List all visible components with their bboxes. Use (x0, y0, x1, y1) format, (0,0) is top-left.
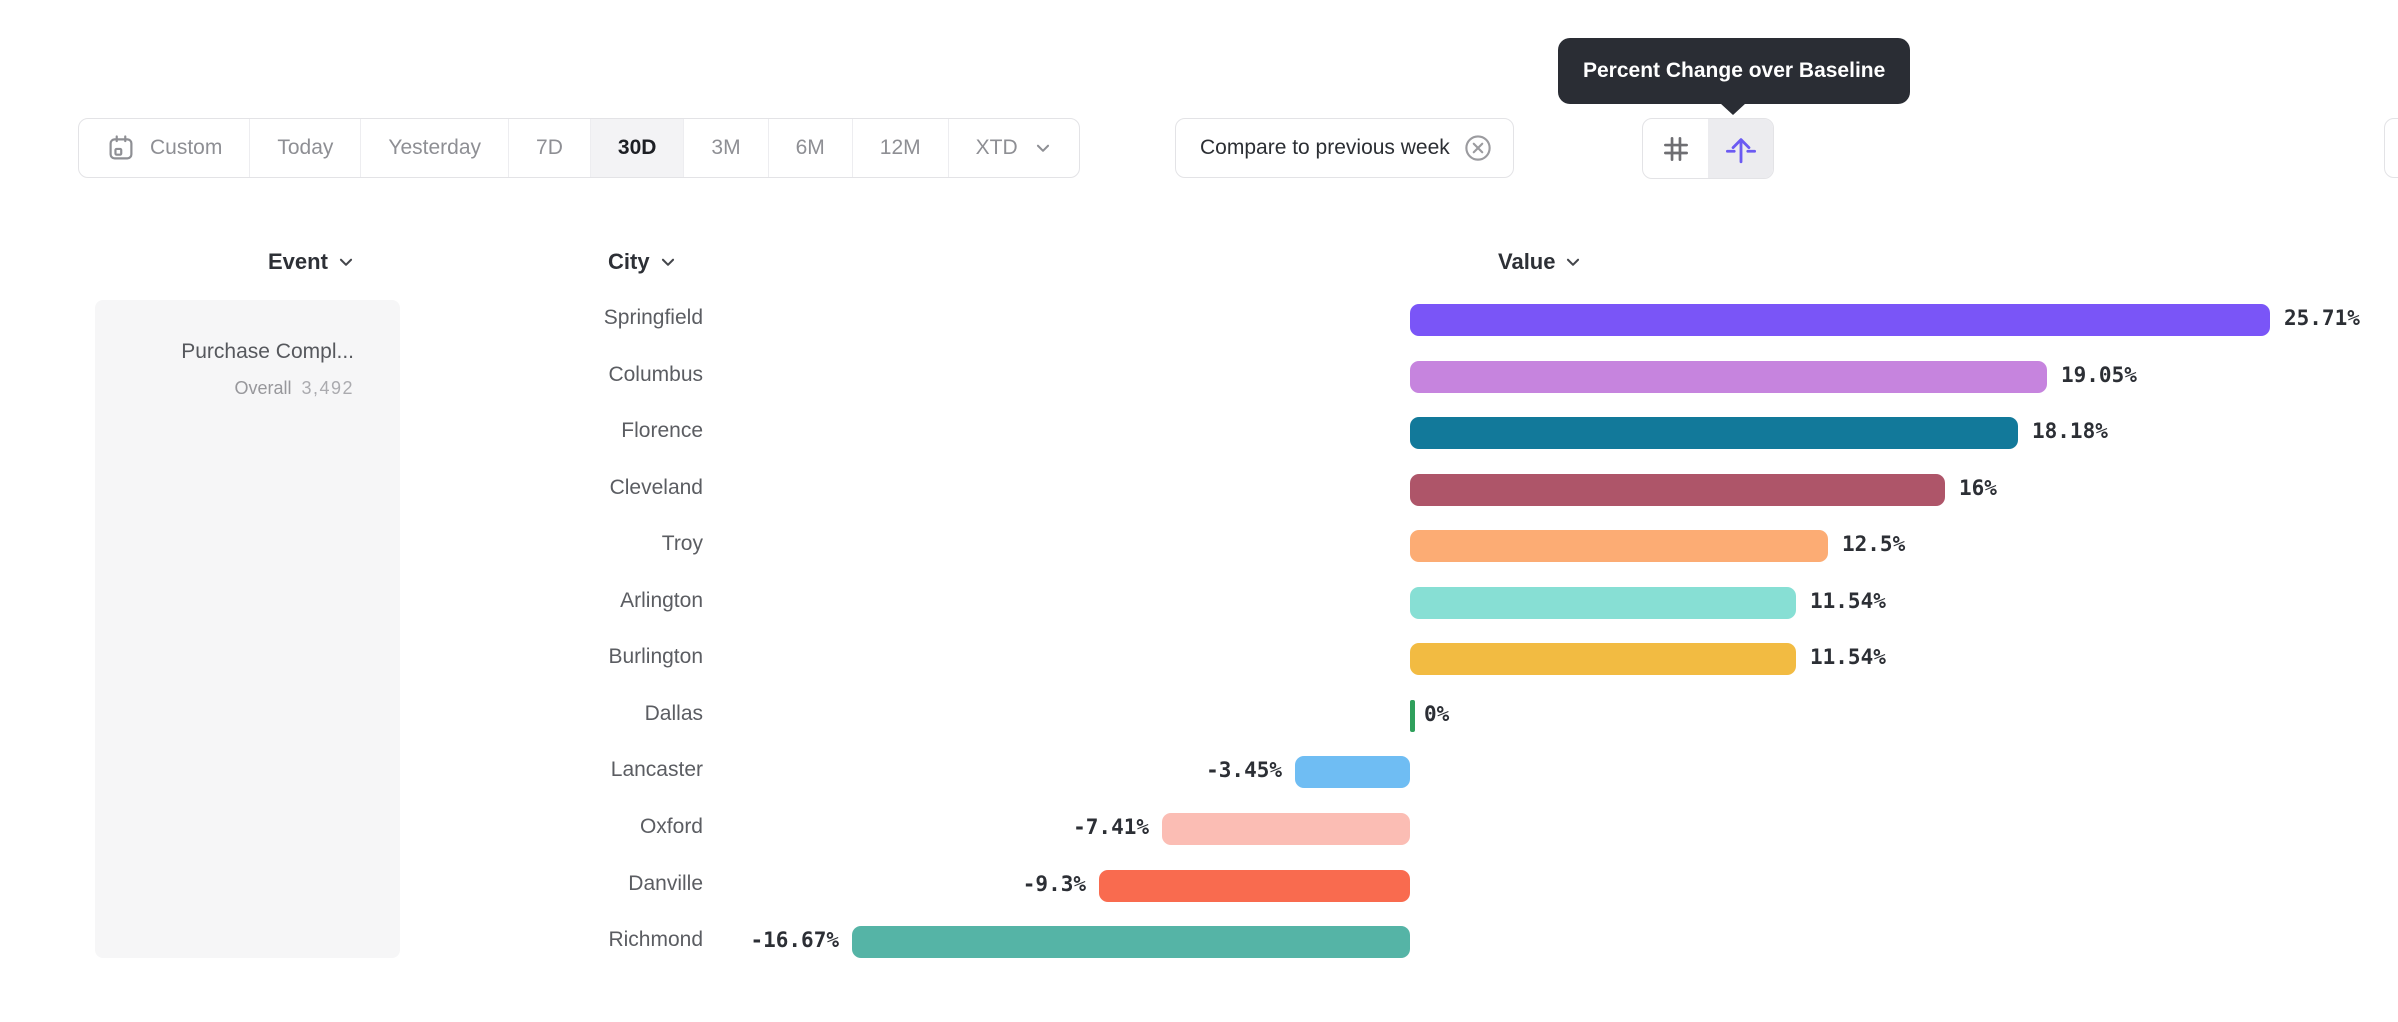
value-label-dallas: 0% (1424, 702, 1450, 726)
grid-view-button[interactable] (1643, 119, 1708, 178)
city-label-cleveland: Cleveland (609, 476, 703, 499)
city-label-troy: Troy (661, 532, 703, 555)
city-label-lancaster: Lancaster (610, 758, 703, 781)
value-label-cleveland: 16% (1959, 476, 1997, 500)
value-label-danville: -9.3% (1022, 872, 1086, 896)
bar-lancaster[interactable] (1295, 756, 1410, 788)
date-range-6m[interactable]: 6M (767, 119, 852, 177)
compare-label: Compare to previous week (1200, 136, 1450, 159)
event-column-header[interactable]: Event (268, 249, 355, 275)
city-column-label: City (608, 249, 650, 274)
date-range-label: Custom (150, 136, 223, 159)
tooltip-text: Percent Change over Baseline (1583, 59, 1886, 82)
chevron-down-icon (1567, 258, 1580, 266)
chevron-down-icon (1036, 144, 1049, 152)
date-range-3m[interactable]: 3M (683, 119, 767, 177)
date-range-label: 30D (617, 136, 657, 159)
value-label-springfield: 25.71% (2284, 306, 2360, 330)
value-column-header[interactable]: Value (1498, 249, 1582, 275)
grid-icon (1663, 136, 1688, 161)
date-range-12m[interactable]: 12M (851, 119, 948, 177)
city-label-oxford: Oxford (639, 815, 703, 838)
bar-cleveland[interactable] (1410, 474, 1945, 506)
city-label-danville: Danville (628, 872, 703, 895)
value-label-columbus: 19.05% (2061, 363, 2137, 387)
date-range-label: 3M (711, 136, 741, 159)
city-column-header[interactable]: City (608, 249, 677, 275)
date-range-7d[interactable]: 7D (508, 119, 590, 177)
date-range-label: 12M (879, 136, 921, 159)
city-label-burlington: Burlington (608, 645, 703, 668)
event-overall: Overall 3,492 (95, 378, 354, 399)
calendar-icon (109, 135, 133, 160)
bar-burlington[interactable] (1410, 643, 1796, 675)
bar-danville[interactable] (1099, 870, 1410, 902)
baseline-arrow-icon (1725, 137, 1756, 163)
value-label-troy: 12.5% (1842, 532, 1906, 556)
date-range-label: XTD (975, 136, 1018, 159)
bar-columbus[interactable] (1410, 361, 2047, 393)
city-label-richmond: Richmond (608, 928, 703, 951)
bar-troy[interactable] (1410, 530, 1828, 562)
bar-florence[interactable] (1410, 417, 2018, 449)
overall-label: Overall (234, 378, 292, 398)
date-range-today[interactable]: Today (249, 119, 360, 177)
bar-richmond[interactable] (852, 926, 1410, 958)
view-toggle-group (1642, 118, 1774, 179)
chevron-down-icon (661, 258, 674, 266)
chevron-down-icon (339, 258, 352, 266)
value-label-florence: 18.18% (2032, 419, 2108, 443)
compare-button[interactable]: Compare to previous week (1175, 118, 1514, 178)
value-label-richmond: -16.67% (750, 928, 839, 952)
date-range-label: Today (277, 136, 334, 159)
city-label-arlington: Arlington (620, 589, 703, 612)
date-range-label: Yesterday (388, 136, 482, 159)
value-label-lancaster: -3.45% (1206, 758, 1282, 782)
value-column-label: Value (1498, 249, 1556, 274)
event-title: Purchase Compl... (181, 340, 354, 363)
date-range-30d[interactable]: 30D (589, 119, 684, 177)
value-label-oxford: -7.41% (1073, 815, 1149, 839)
city-label-springfield: Springfield (603, 306, 703, 329)
bar-arlington[interactable] (1410, 587, 1796, 619)
date-range-group: Custom Today Yesterday 7D 30D 3M 6M 12M XTD (78, 118, 1080, 178)
value-label-burlington: 11.54% (1810, 645, 1886, 669)
event-column-label: Event (268, 249, 328, 274)
baseline-view-button[interactable] (1708, 119, 1773, 178)
value-label-arlington: 11.54% (1810, 589, 1886, 613)
bar-dallas[interactable] (1410, 700, 1415, 732)
date-range-xtd[interactable]: XTD (947, 119, 1079, 177)
bar-springfield[interactable] (1410, 304, 2270, 336)
tooltip-caret-icon (1720, 103, 1746, 115)
date-range-label: 7D (536, 136, 563, 159)
city-label-columbus: Columbus (608, 363, 703, 386)
city-label-dallas: Dallas (644, 702, 703, 725)
remove-compare-icon[interactable] (1463, 133, 1493, 163)
date-range-custom[interactable]: Custom (79, 119, 249, 177)
event-card[interactable]: Purchase Compl... Overall 3,492 (95, 300, 400, 958)
tooltip: Percent Change over Baseline (1558, 38, 1911, 115)
edge-partial-button[interactable] (2384, 118, 2398, 178)
overall-value: 3,492 (301, 378, 354, 398)
date-range-label: 6M (795, 136, 825, 159)
date-range-yesterday[interactable]: Yesterday (360, 119, 508, 177)
bar-oxford[interactable] (1162, 813, 1410, 845)
city-label-florence: Florence (621, 419, 703, 442)
